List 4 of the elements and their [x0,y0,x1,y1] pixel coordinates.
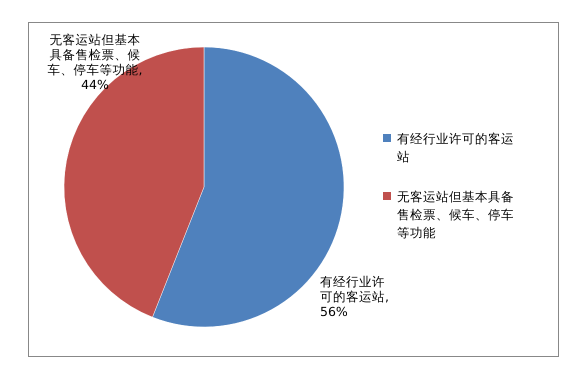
legend-label: 无客运站但基本具备售检票、候车、停车等功能 [397,189,514,240]
data-label: 无客运站但基本具备售检票、候车、停车等功能, 44% [46,32,144,92]
legend-label: 有经行业许可的客运站 [397,131,514,164]
data-label: 有经行业许可的客运站, 56% [320,274,390,319]
